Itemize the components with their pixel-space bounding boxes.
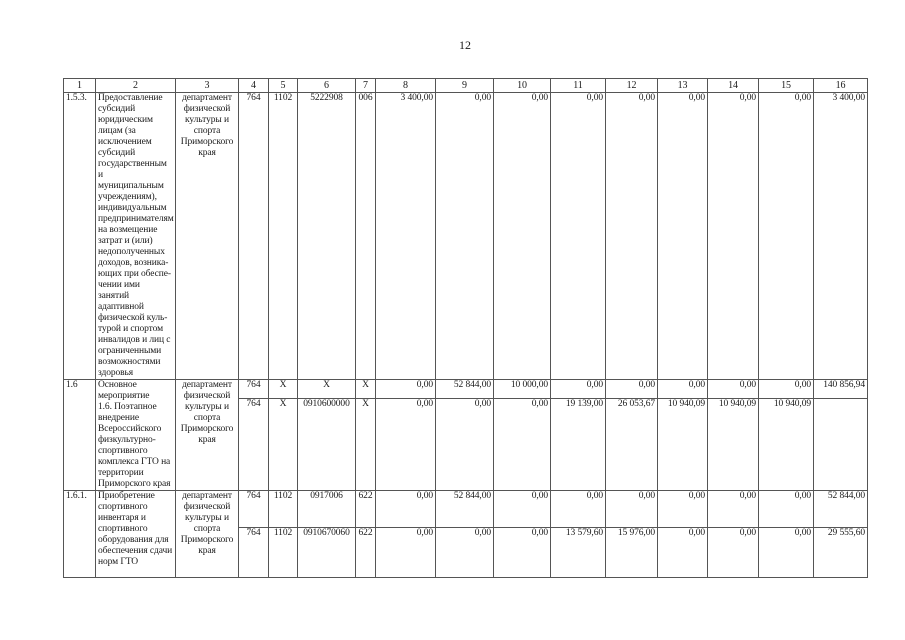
value-cell: X (355, 378, 376, 400)
value-cell: 0,00 (605, 378, 658, 400)
budget-table: 1 2 3 4 5 6 7 8 9 10 11 12 13 14 15 16 1… (63, 78, 868, 578)
value-cell: 0,00 (758, 490, 814, 528)
executor-cell: департамент физической культуры и спорта… (175, 92, 239, 380)
value-cell: 26 053,67 (605, 398, 658, 491)
page-number: 12 (459, 38, 471, 52)
value-cell: 0,00 (758, 92, 814, 380)
value-cell: X (297, 378, 356, 400)
value-cell: 006 (355, 92, 376, 380)
value-cell: 0,00 (657, 490, 708, 528)
value-cell: 52 844,00 (813, 490, 868, 528)
value-cell: 0,00 (550, 490, 606, 528)
value-cell: 0,00 (435, 92, 494, 380)
column-header-4: 4 (238, 78, 269, 93)
value-cell: 52 844,00 (435, 378, 494, 400)
row-number-cell: 1.6 (63, 379, 96, 491)
value-cell: 0,00 (435, 398, 494, 491)
value-cell: 0,00 (605, 490, 658, 528)
value-cell: 0,00 (657, 527, 708, 578)
value-cell: 764 (238, 527, 269, 578)
value-cell: 764 (238, 398, 269, 491)
value-cell: 1102 (268, 92, 298, 380)
executor-cell: департамент физической культуры и спорта… (175, 490, 239, 578)
value-cell: X (268, 378, 298, 400)
table-row-1-6-line-1: 1.6 Основное мероприятие 1.6. Поэтапное … (63, 378, 868, 491)
value-cell: 0,00 (375, 378, 436, 400)
column-header-12: 12 (605, 78, 658, 93)
column-header-6: 6 (297, 78, 356, 93)
value-cell: 0,00 (758, 378, 814, 400)
value-cell: 10 000,00 (493, 378, 551, 400)
value-cell: 764 (238, 92, 269, 380)
column-header-9: 9 (435, 78, 494, 93)
value-cell: 0,00 (605, 92, 658, 380)
value-cell: X (355, 398, 376, 491)
value-cell: 0,00 (493, 490, 551, 528)
value-cell: 0,00 (375, 490, 436, 528)
value-cell: 0,00 (657, 378, 708, 400)
value-cell: 622 (355, 527, 376, 578)
value-cell: 15 976,00 (605, 527, 658, 578)
value-cell: 10 940,09 (657, 398, 708, 491)
column-header-2: 2 (95, 78, 176, 93)
column-header-8: 8 (375, 78, 436, 93)
value-cell: 1102 (268, 490, 298, 528)
value-cell: 0,00 (375, 527, 436, 578)
value-cell: 5222908 (297, 92, 356, 380)
activity-name-cell: Основное мероприятие 1.6. Поэтапное внед… (95, 379, 176, 491)
value-cell: 0910670060 (297, 527, 356, 578)
table-row-1-5-3: 1.5.3. Предоставление субсидий юридическ… (63, 92, 868, 380)
column-header-13: 13 (657, 78, 708, 93)
table-row-1-6-1-line-1: 1.6.1. Приобретение спортивного инвентар… (63, 490, 868, 578)
value-cell: 1102 (268, 527, 298, 578)
column-header-16: 16 (813, 78, 868, 93)
column-header-15: 15 (758, 78, 814, 93)
column-header-14: 14 (707, 78, 759, 93)
activity-name-cell: Приобретение спортивного инвентаря и спо… (95, 490, 176, 578)
column-header-11: 11 (550, 78, 606, 93)
value-cell: 140 856,94 (813, 378, 868, 400)
value-cell: 0,00 (550, 92, 606, 380)
column-header-1: 1 (63, 78, 96, 93)
value-cell: 0,00 (707, 490, 759, 528)
column-header-3: 3 (175, 78, 239, 93)
value-cell: 3 400,00 (375, 92, 436, 380)
column-header-10: 10 (493, 78, 551, 93)
value-cell: 10 940,09 (758, 398, 814, 491)
value-cell: 10 940,09 (707, 398, 759, 491)
row-number-cell: 1.5.3. (63, 92, 96, 380)
value-cell: 0917006 (297, 490, 356, 528)
value-cell: 0,00 (758, 527, 814, 578)
value-cell: 0,00 (375, 398, 436, 491)
value-cell: 0,00 (493, 398, 551, 491)
value-cell: 0,00 (657, 92, 708, 380)
value-cell: 52 844,00 (435, 490, 494, 528)
value-cell: 19 139,00 (550, 398, 606, 491)
column-header-5: 5 (268, 78, 298, 93)
value-cell: 0,00 (707, 92, 759, 380)
value-cell (813, 398, 868, 491)
table-header-row: 1 2 3 4 5 6 7 8 9 10 11 12 13 14 15 16 (63, 78, 868, 93)
value-cell: 3 400,00 (813, 92, 868, 380)
value-cell: X (268, 398, 298, 491)
value-cell: 622 (355, 490, 376, 528)
value-cell: 0,00 (493, 92, 551, 380)
value-cell: 0910600000 (297, 398, 356, 491)
value-cell: 0,00 (493, 527, 551, 578)
value-cell: 764 (238, 490, 269, 528)
table-row-1-6-1-line-2: 764 1102 0910670060 622 0,00 0,00 0,00 1… (64, 527, 868, 578)
executor-cell: департамент физической культуры и спорта… (175, 379, 239, 491)
value-cell: 0,00 (550, 378, 606, 400)
value-cell: 13 579,60 (550, 527, 606, 578)
row-number-cell: 1.6.1. (63, 490, 96, 578)
column-header-7: 7 (355, 78, 376, 93)
value-cell: 29 555,60 (813, 527, 868, 578)
activity-name-cell: Предоставление субсидий юридическим лица… (95, 92, 176, 380)
value-cell: 0,00 (707, 527, 759, 578)
value-cell: 0,00 (707, 378, 759, 400)
value-cell: 0,00 (435, 527, 494, 578)
value-cell: 764 (238, 378, 269, 400)
